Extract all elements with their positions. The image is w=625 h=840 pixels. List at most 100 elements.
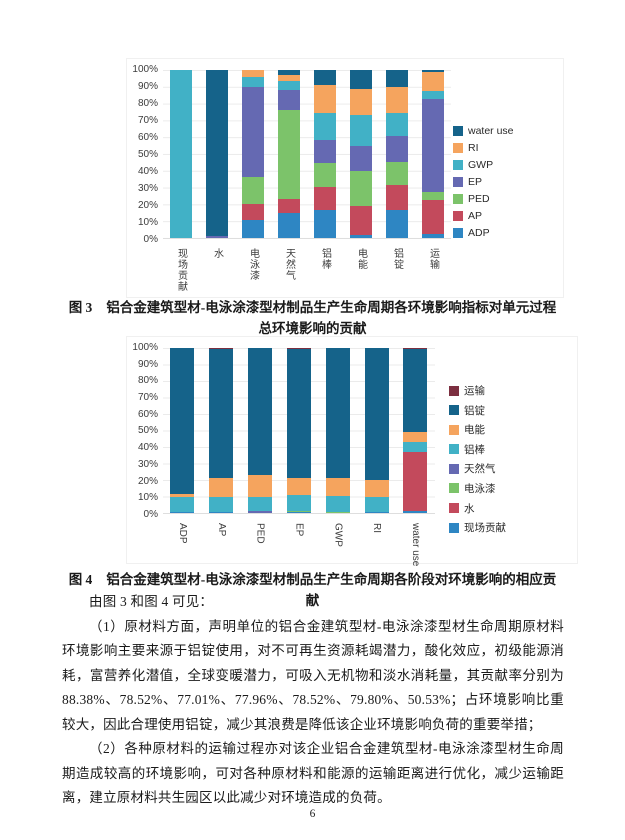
bar-segment-电能	[248, 475, 273, 497]
y-tick-label: 20%	[137, 475, 158, 487]
y-tick-label: 70%	[137, 115, 158, 126]
bar-segment-电能	[286, 477, 311, 495]
legend-swatch-icon	[453, 177, 463, 187]
stacked-bar-运输	[422, 70, 444, 238]
body-text: 由图 3 和图 4 可见： （1）原材料方面，声明单位的铝合金建筑型材-电泳涂漆…	[62, 590, 564, 811]
bar-segment-GWP	[386, 112, 408, 137]
stacked-bar-RI	[364, 348, 389, 513]
bar-segment-铝棒	[403, 442, 428, 452]
legend-label: 水	[464, 502, 475, 515]
figure-3-stacked-bar-chart: 100% 90% 80% 70% 60% 50% 40% 30% 20% 10% 0% 现场贡献 水 电…	[126, 58, 564, 298]
stacked-bar-AP	[209, 348, 234, 513]
x-axis-label-AP: AP	[215, 523, 227, 537]
bar-segment-ADP	[350, 234, 372, 238]
bar-segment-EP	[242, 86, 264, 177]
legend-swatch-icon	[449, 483, 459, 494]
page-number: 6	[309, 808, 316, 820]
legend-item-water use: water use	[453, 125, 514, 137]
x-axis-label-水: 水	[211, 248, 223, 259]
bar-segment-电泳漆	[286, 510, 311, 513]
stacked-bar-EP	[286, 348, 311, 513]
bar-segment-RI	[314, 85, 336, 113]
legend-swatch-icon	[453, 228, 463, 238]
bar-segment-GWP	[422, 91, 444, 100]
bar-segment-铝锭	[364, 348, 389, 480]
x-axis-label-电泳漆: 电泳漆	[247, 248, 259, 281]
legend-item-运输: 运输	[449, 383, 506, 398]
legend-item-EP: EP	[453, 176, 514, 188]
legend-swatch-icon	[453, 211, 463, 221]
y-tick-label: 40%	[137, 442, 158, 454]
legend-label: RI	[468, 142, 479, 154]
y-tick-label: 0%	[143, 234, 158, 245]
bar-segment-现场贡献	[364, 512, 389, 513]
bar-segment-PED	[278, 110, 300, 200]
bar-segment-GWP	[170, 70, 192, 238]
figure-3-label: 图 3	[68, 300, 93, 315]
bar-segment-ADP	[386, 210, 408, 238]
legend-label: 铝棒	[464, 443, 485, 456]
bar-segment-ADP	[422, 233, 444, 238]
y-tick-label: 10%	[137, 492, 158, 504]
body-paragraph-2: （2）各种原材料的运输过程亦对该企业铝合金建筑型材-电泳涂漆型材生命周期造成较高…	[62, 741, 564, 805]
y-tick-label: 100%	[132, 342, 158, 353]
y-tick-label: 20%	[137, 200, 158, 211]
bar-segment-电能	[403, 432, 428, 443]
bar-segment-运输	[209, 348, 234, 349]
legend-item-AP: AP	[453, 210, 514, 222]
bar-segment-RI	[386, 86, 408, 113]
y-axis: 100% 90% 80% 70% 60% 50% 40% 30% 20% 10% 0%	[127, 343, 163, 520]
legend-label: 现场贡献	[464, 522, 506, 535]
legend-label: AP	[468, 210, 483, 222]
stacked-bar-电能	[350, 70, 372, 238]
x-axis-label-ADP: ADP	[176, 523, 188, 544]
x-axis-label-EP: EP	[293, 523, 305, 537]
legend-swatch-icon	[453, 143, 463, 153]
stacked-bar-天然气	[278, 70, 300, 238]
bar-segment-现场贡献	[286, 512, 311, 513]
x-axis-label-运输: 运输	[427, 248, 439, 270]
legend-label: ADP	[468, 227, 490, 239]
figure-4-title: 铝合金建筑型材-电泳涂漆型材制品生产生命周期各阶段对环境影响的相应贡献	[106, 572, 557, 608]
y-tick-label: 90%	[137, 358, 158, 370]
bar-segment-RI	[350, 88, 372, 116]
y-tick-label: 10%	[137, 217, 158, 228]
x-axis: 现场贡献 水 电泳漆 天然气 铝棒 电能 铝锭 运输	[163, 245, 451, 298]
bar-segment-EP	[350, 145, 372, 171]
y-tick-label: 40%	[137, 166, 158, 177]
legend-label: water use	[468, 125, 514, 137]
bar-segment-AP	[278, 199, 300, 213]
legend-item-电泳漆: 电泳漆	[449, 481, 506, 496]
stacked-bar-GWP	[325, 348, 350, 513]
y-tick-label: 80%	[137, 375, 158, 387]
x-axis-label-电能: 电能	[355, 248, 367, 270]
legend-swatch-icon	[449, 385, 459, 396]
legend-item-天然气: 天然气	[449, 461, 506, 476]
bar-segment-铝棒	[170, 496, 195, 513]
bar-segment-现场贡献	[403, 511, 428, 513]
legend-label: PED	[468, 193, 490, 205]
bar-segment-water use	[422, 70, 444, 72]
bar-segment-AP	[386, 185, 408, 211]
legend-swatch-icon	[449, 463, 459, 474]
legend-swatch-icon	[453, 194, 463, 204]
legend-label: 运输	[464, 385, 485, 397]
stacked-bar-电泳漆	[242, 70, 264, 238]
legend-item-水: 水	[449, 501, 506, 516]
legend-swatch-icon	[449, 405, 459, 416]
bar-segment-EP	[386, 136, 408, 162]
bar-segment-GWP	[314, 112, 336, 140]
body-intro: 由图 3 和图 4 可见：	[89, 594, 214, 609]
x-axis-label-RI: RI	[371, 523, 383, 533]
y-tick-label: 100%	[132, 64, 158, 75]
bar-segment-电泳漆	[325, 511, 350, 513]
legend-label: 电能	[464, 424, 485, 437]
bar-segment-water use	[206, 70, 228, 237]
legend-swatch-icon	[449, 503, 459, 514]
y-tick-label: 0%	[143, 508, 158, 520]
bar-segment-RI	[422, 71, 444, 92]
chart-legend: 运输 铝锭 电能 铝棒 天然气 电泳漆水现场贡献	[449, 383, 506, 535]
y-tick-label: 30%	[137, 183, 158, 194]
bar-segment-water use	[314, 70, 336, 86]
bar-segment-PED	[314, 163, 336, 187]
